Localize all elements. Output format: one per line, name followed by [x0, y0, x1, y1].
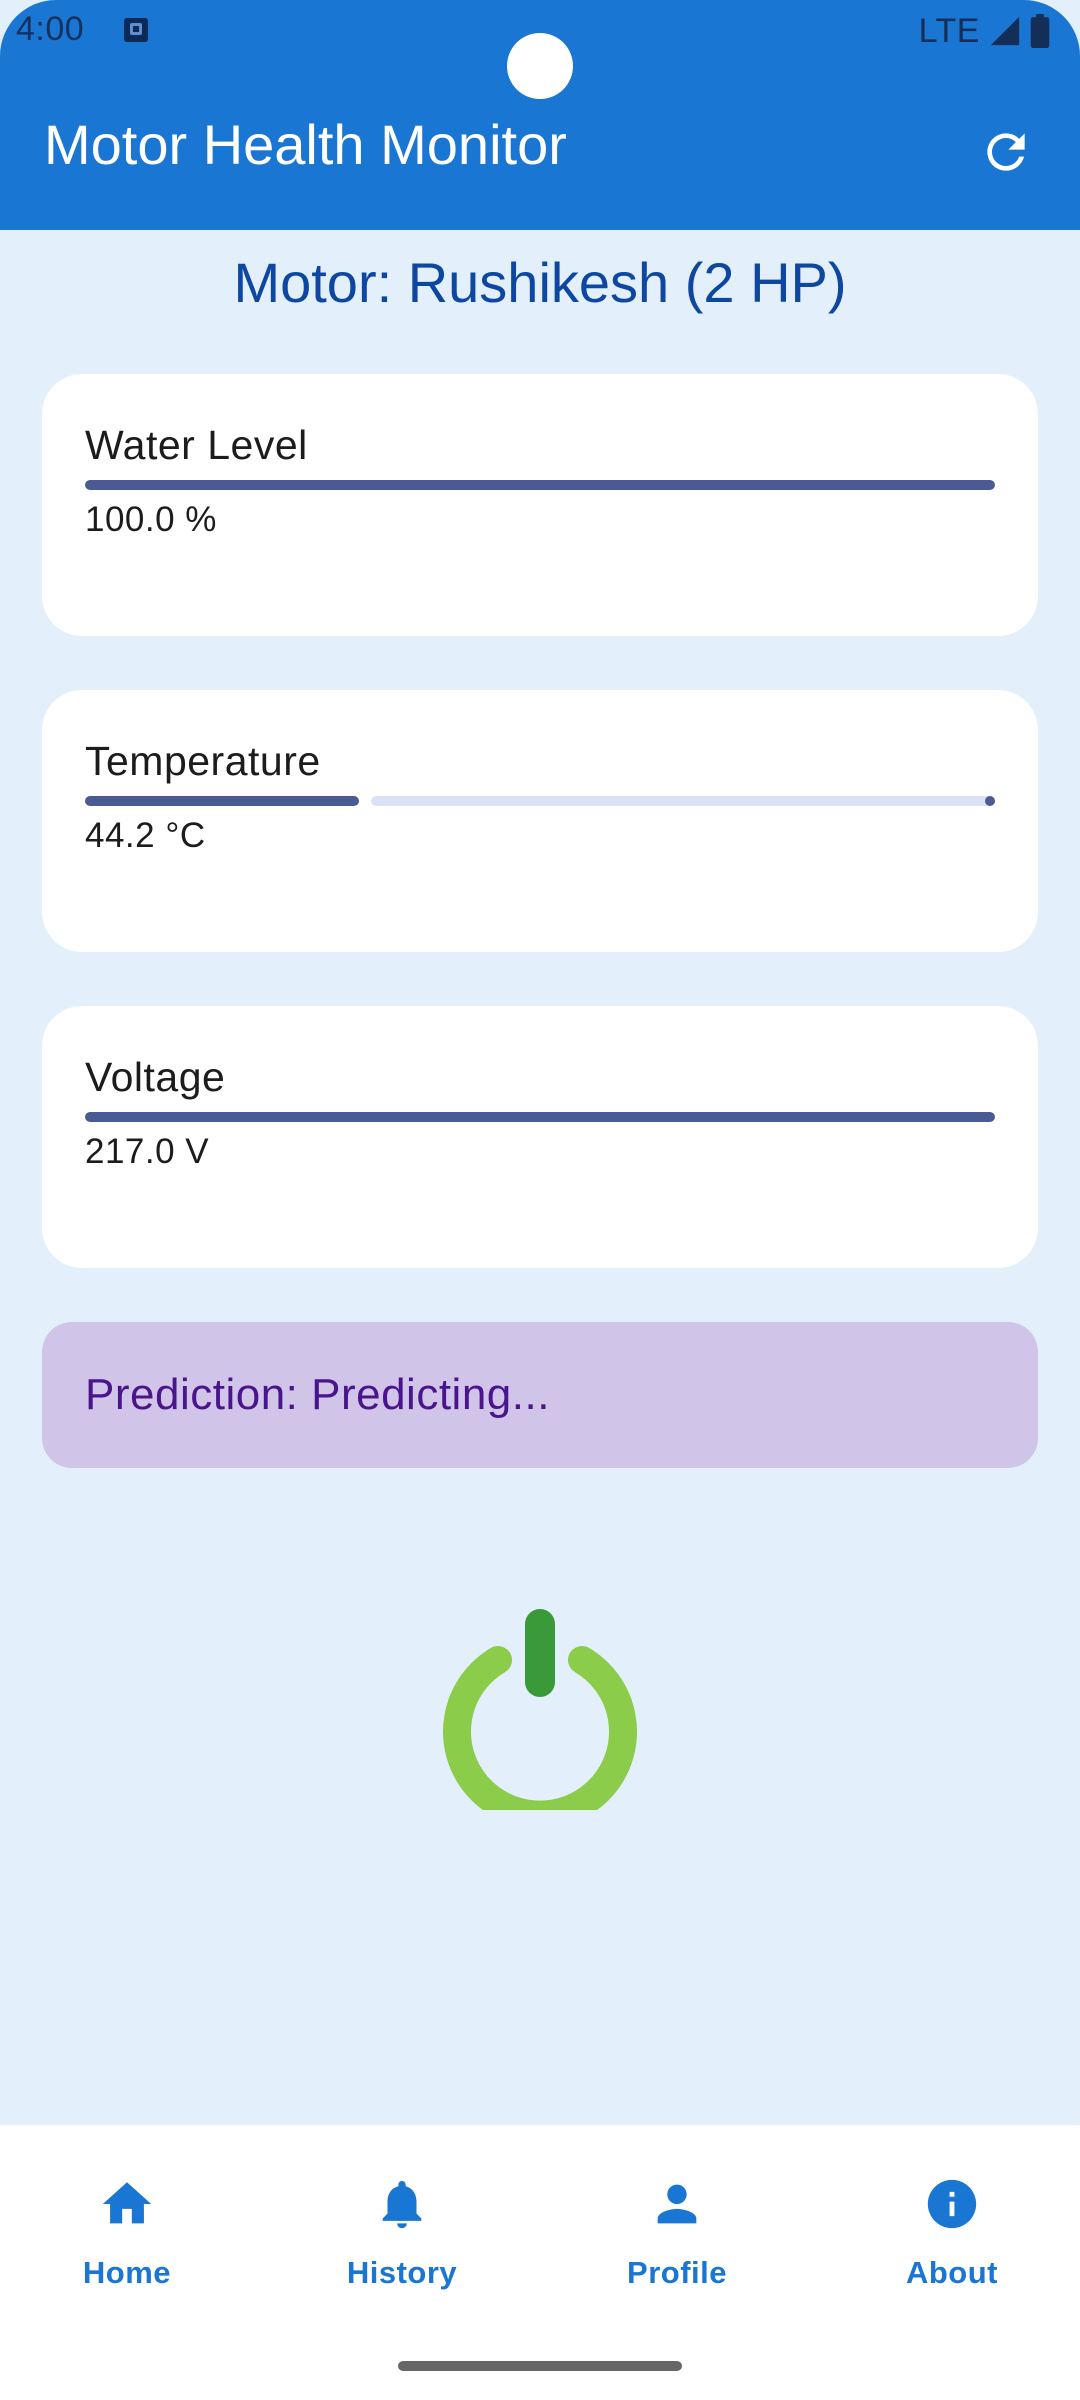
temperature-label: Temperature — [85, 738, 321, 784]
voltage-label: Voltage — [85, 1054, 226, 1100]
status-time: 4:00 — [16, 10, 85, 48]
temperature-value: 44.2 °C — [85, 816, 206, 855]
refresh-icon — [987, 133, 1025, 171]
battery-icon — [1030, 14, 1050, 48]
info-icon — [923, 2175, 981, 2233]
power-button[interactable] — [440, 1600, 640, 1810]
water-level-progress — [85, 480, 995, 490]
motor-title: Motor: Rushikesh (2 HP) — [233, 251, 847, 314]
nav-about-label: About — [905, 2255, 999, 2290]
app-title: Motor Health Monitor — [44, 113, 567, 176]
voltage-progress-fill — [85, 1112, 995, 1122]
signal-icon — [990, 16, 1020, 46]
temperature-progress-track — [371, 796, 995, 806]
nav-profile[interactable]: Profile — [577, 2175, 777, 2315]
status-bar: 4:00 LTE — [0, 0, 1080, 64]
nav-profile-label: Profile — [627, 2255, 727, 2290]
nav-history-label: History — [346, 2255, 458, 2290]
person-icon — [648, 2175, 706, 2233]
home-indicator[interactable] — [398, 2361, 682, 2371]
temperature-progress — [85, 796, 995, 806]
nav-about[interactable]: About — [852, 2175, 1052, 2315]
bottom-navigation: Home History Profile About — [0, 2125, 1080, 2400]
camera-cutout — [507, 33, 573, 99]
power-icon — [443, 1609, 637, 1810]
nav-history[interactable]: History — [302, 2175, 502, 2315]
voltage-card: Voltage 217.0 V — [42, 1006, 1038, 1268]
temperature-progress-fill — [85, 796, 359, 806]
prediction-box: Prediction: Predicting... — [42, 1322, 1038, 1468]
water-level-value: 100.0 % — [85, 500, 217, 539]
nav-home-label: Home — [82, 2255, 172, 2290]
water-level-progress-fill — [85, 480, 995, 490]
water-level-card: Water Level 100.0 % — [42, 374, 1038, 636]
voltage-progress — [85, 1112, 995, 1122]
status-indicators: LTE — [919, 8, 1050, 54]
temperature-card: Temperature 44.2 °C — [42, 690, 1038, 952]
refresh-button[interactable] — [970, 116, 1042, 188]
app-header: 4:00 LTE Motor Health Monitor — [0, 0, 1080, 230]
voltage-value: 217.0 V — [85, 1132, 210, 1171]
water-level-label: Water Level — [85, 422, 308, 468]
network-type: LTE — [918, 11, 980, 50]
bell-icon — [373, 2175, 431, 2233]
nav-home[interactable]: Home — [27, 2175, 227, 2315]
prediction-text: Prediction: Predicting... — [85, 1370, 550, 1419]
notification-app-icon — [124, 18, 148, 42]
home-icon — [98, 2175, 156, 2233]
temperature-progress-stop — [985, 796, 995, 806]
